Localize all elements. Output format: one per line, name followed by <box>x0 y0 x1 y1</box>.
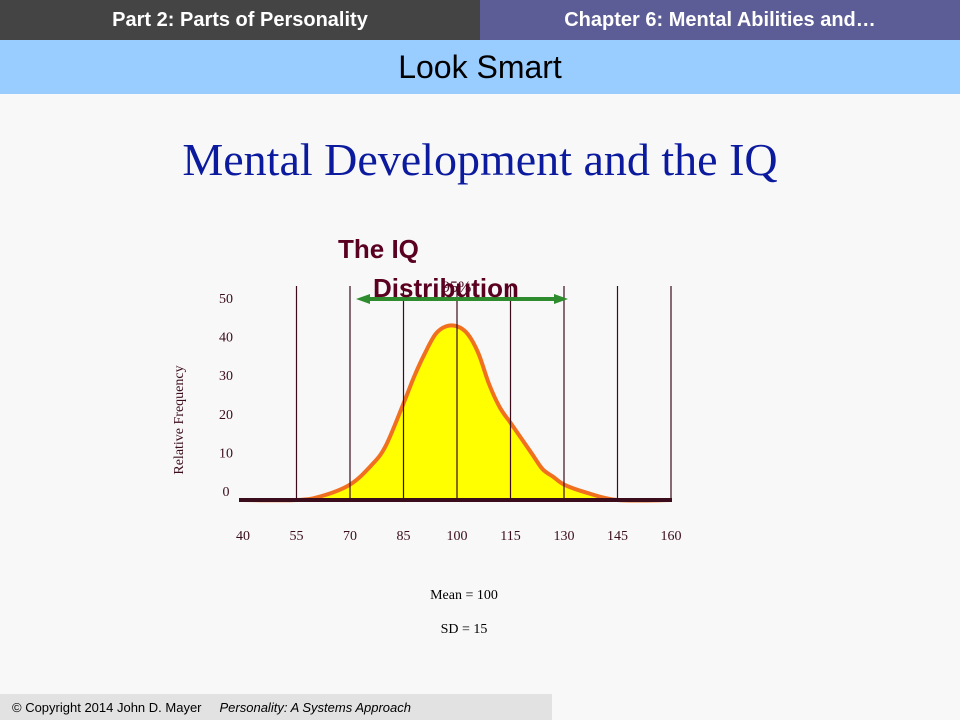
chart-title-line-2: Distribution <box>373 273 519 303</box>
y-tick-20: 20 <box>219 408 233 423</box>
x-tick-115: 115 <box>500 529 520 544</box>
distribution-curve <box>242 323 672 503</box>
book-title: Personality: A Systems Approach <box>219 699 411 715</box>
y-tick-labels: 0 10 20 30 40 50 <box>219 292 233 500</box>
part-title: Part 2: Parts of Personality <box>0 0 480 40</box>
x-tick-70: 70 <box>343 529 357 544</box>
arrow-head-right <box>554 294 568 304</box>
sd-label: SD = 15 <box>441 622 488 637</box>
y-tick-50: 50 <box>219 292 233 307</box>
header-bar: Part 2: Parts of Personality Chapter 6: … <box>0 0 960 40</box>
ninety-five-percent-label: 95% <box>442 279 471 296</box>
y-axis-label: Relative Frequency <box>172 365 187 474</box>
x-tick-55: 55 <box>290 529 304 544</box>
section-title: Look Smart <box>0 40 960 94</box>
slide-title: Mental Development and the IQ <box>182 134 778 185</box>
arrow-head-left <box>356 294 370 304</box>
footer-bar: © Copyright 2014 John D. Mayer Personali… <box>0 694 552 720</box>
chapter-title: Chapter 6: Mental Abilities and… <box>480 0 960 40</box>
grid-lines <box>295 286 672 500</box>
x-tick-160: 160 <box>661 529 682 544</box>
mean-label: Mean = 100 <box>430 588 498 603</box>
x-tick-130: 130 <box>554 529 575 544</box>
x-tick-85: 85 <box>397 529 411 544</box>
chart-title-line-1: The IQ <box>338 234 419 264</box>
x-tick-40: 40 <box>236 529 250 544</box>
x-tick-labels: 40 55 70 85 100 115 130 145 160 <box>236 529 682 544</box>
x-tick-100: 100 <box>447 529 468 544</box>
y-tick-0: 0 <box>223 485 230 500</box>
y-tick-10: 10 <box>219 446 233 461</box>
copyright-text: © Copyright 2014 John D. Mayer <box>12 699 202 715</box>
ninety-five-percent-arrow <box>356 294 568 304</box>
x-tick-145: 145 <box>607 529 628 544</box>
y-tick-30: 30 <box>219 369 233 384</box>
y-tick-40: 40 <box>219 331 233 346</box>
